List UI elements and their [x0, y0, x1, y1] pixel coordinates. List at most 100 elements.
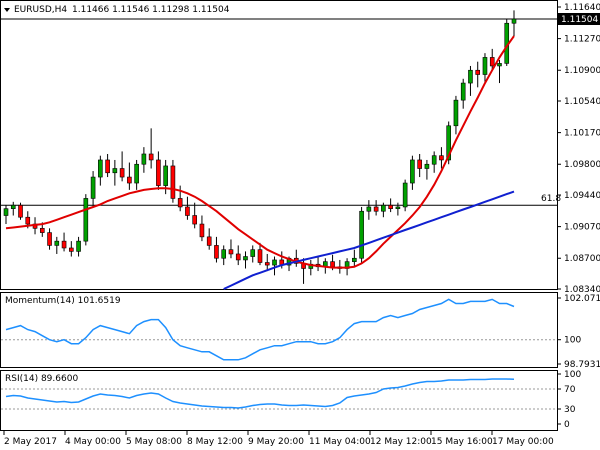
price-tick-label: 1.09440: [564, 191, 600, 201]
candle: [366, 200, 372, 220]
rsi-tick-label: 100: [564, 370, 581, 380]
candle: [228, 239, 234, 259]
candle: [98, 155, 103, 186]
candle-body-up: [54, 240, 60, 246]
candle-body-down: [228, 249, 234, 255]
time-tick-label: 2 May 2017: [4, 437, 57, 447]
candle: [170, 159, 176, 203]
candle-body-up: [402, 182, 408, 208]
momentum-line: [5, 298, 515, 361]
rsi-line: [5, 378, 515, 409]
candle-body-down: [264, 262, 270, 266]
candle: [199, 215, 205, 242]
candle-body-down: [235, 253, 241, 261]
candle-body-down: [373, 206, 379, 212]
candle-body-down: [156, 159, 161, 186]
time-tick-label: 9 May 20:00: [248, 437, 304, 447]
candle-body-up: [3, 208, 9, 216]
candle: [192, 202, 197, 229]
price-tick-label: 1.08340: [564, 285, 600, 295]
candle-body-up: [366, 206, 372, 212]
candle-body-down: [214, 245, 219, 259]
candle: [395, 202, 401, 216]
momentum-tick-label: 98.7931: [564, 360, 600, 370]
price-tick-label: 1.09800: [564, 160, 600, 170]
candle: [105, 153, 110, 178]
candle: [127, 162, 132, 190]
candle-body-down: [119, 168, 125, 178]
candle: [373, 200, 379, 216]
candle-body-up: [424, 163, 430, 169]
candle-body-up: [221, 249, 227, 259]
candle-body-up: [141, 153, 147, 165]
candle: [69, 241, 74, 257]
candle-body-up: [460, 82, 466, 101]
candle-body-down: [61, 240, 67, 249]
candle-body-down: [388, 204, 393, 209]
candle: [61, 232, 67, 252]
candle-body-up: [90, 176, 96, 199]
candle: [489, 48, 495, 71]
price-panel-frame: [0, 0, 558, 290]
candle-body-down: [69, 247, 74, 252]
candle: [431, 151, 437, 173]
time-tick-label: 8 May 12:00: [187, 437, 243, 447]
candle-body-up: [453, 99, 459, 127]
candle-body-up: [243, 256, 248, 261]
candle-body-up: [446, 125, 451, 161]
candle: [47, 228, 52, 250]
candle: [417, 153, 422, 178]
candle-body-up: [511, 18, 517, 24]
candle-body-up: [431, 155, 437, 165]
candle: [410, 155, 415, 190]
candle-body-down: [18, 204, 23, 218]
candle-body-down: [475, 69, 481, 75]
candle: [148, 128, 154, 169]
ohlc-header: 1.11466 1.11546 1.11298 1.11504: [72, 5, 230, 15]
moving-average-blue: [223, 190, 515, 290]
candle-body-down: [170, 165, 176, 199]
candle: [214, 236, 219, 263]
candle-body-up: [83, 198, 89, 242]
candle: [185, 196, 190, 220]
candle-body-down: [192, 215, 197, 225]
candle-body-up: [352, 257, 357, 262]
candle-body-up: [10, 204, 16, 209]
candle-body-down: [177, 198, 183, 208]
symbol-dropdown-icon[interactable]: [4, 8, 10, 12]
candle: [439, 147, 444, 169]
candle: [352, 249, 357, 267]
candle: [453, 95, 459, 135]
candle: [90, 171, 96, 207]
candle-body-up: [76, 240, 81, 252]
candle-body-up: [482, 57, 488, 75]
candle-body-down: [148, 153, 154, 161]
candle-body-up: [410, 159, 415, 184]
rsi-panel-title: RSI(14) 89.6600: [5, 374, 78, 384]
candle: [475, 61, 481, 88]
candle: [76, 236, 81, 257]
candle-body-down: [439, 155, 444, 161]
candle: [482, 53, 488, 84]
candle-body-up: [250, 249, 256, 257]
candle-body-down: [206, 236, 212, 246]
candle-body-down: [417, 159, 422, 169]
rsi-panel: RSI(14) 89.6600 100 70 30 0: [0, 370, 581, 431]
candle-body-up: [272, 259, 277, 266]
candle: [54, 236, 60, 254]
time-axis: 2 May 2017 4 May 00:00 5 May 08:00 8 May 12…: [3, 431, 554, 447]
candle: [402, 179, 408, 212]
candle: [264, 253, 270, 272]
time-tick-label: 5 May 08:00: [126, 437, 182, 447]
candle-body-down: [489, 57, 495, 67]
candle-body-down: [127, 176, 132, 184]
price-tick-label: 1.10900: [564, 66, 600, 76]
candle-body-up: [359, 210, 364, 259]
candle: [511, 10, 517, 37]
candle-body-up: [497, 63, 502, 67]
candle: [18, 202, 23, 220]
candle: [243, 251, 248, 269]
candle: [221, 245, 227, 266]
